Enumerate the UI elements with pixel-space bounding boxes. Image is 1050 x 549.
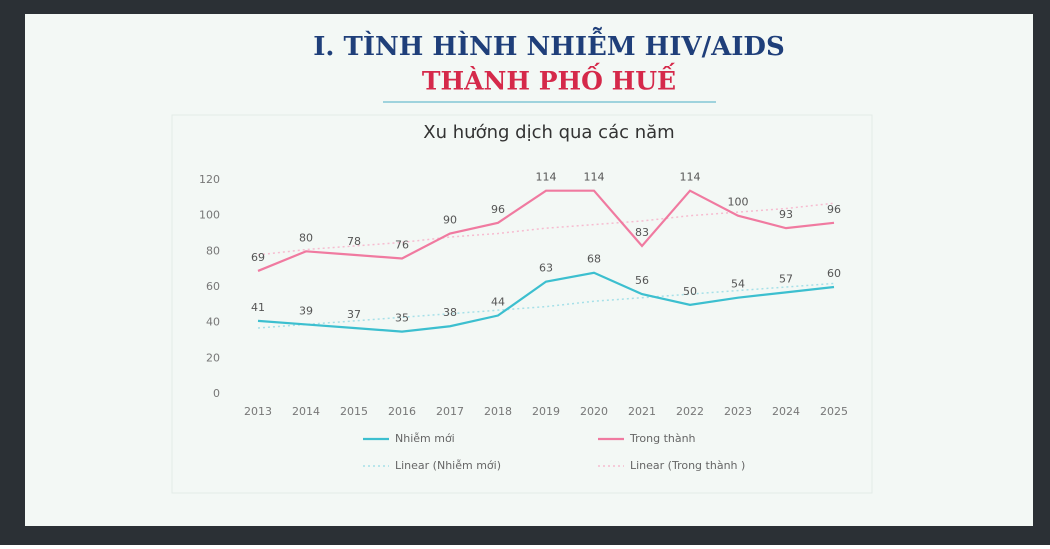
data-label: 44 xyxy=(491,296,505,309)
data-label: 80 xyxy=(299,231,313,244)
data-label: 90 xyxy=(443,214,457,227)
chart-area xyxy=(171,114,873,494)
data-label: 114 xyxy=(680,171,701,184)
data-label: 57 xyxy=(779,272,793,285)
data-label: 37 xyxy=(347,308,361,321)
slide-title: I. TÌNH HÌNH NHIỄM HIV/AIDS xyxy=(313,26,784,62)
x-tick-label: 2014 xyxy=(292,405,320,418)
x-tick-label: 2016 xyxy=(388,405,416,418)
y-tick-label: 20 xyxy=(206,351,220,364)
series-line xyxy=(257,271,835,333)
y-tick-label: 80 xyxy=(206,244,220,257)
data-label: 50 xyxy=(683,285,697,298)
data-label: 69 xyxy=(251,251,265,264)
legend-label: Linear (Trong thành ) xyxy=(630,459,745,472)
y-tick-label: 120 xyxy=(199,173,220,186)
data-label: 60 xyxy=(827,267,841,280)
trend-line xyxy=(257,282,835,329)
x-tick-label: 2018 xyxy=(484,405,512,418)
data-label: 100 xyxy=(728,196,749,209)
x-tick-label: 2022 xyxy=(676,405,704,418)
data-label: 83 xyxy=(635,226,649,239)
data-label: 38 xyxy=(443,306,457,319)
data-label: 114 xyxy=(536,171,557,184)
x-tick-label: 2013 xyxy=(244,405,272,418)
x-tick-label: 2024 xyxy=(772,405,800,418)
x-tick-label: 2021 xyxy=(628,405,656,418)
x-tick-label: 2023 xyxy=(724,405,752,418)
slide xyxy=(25,14,1033,526)
data-label: 78 xyxy=(347,235,361,248)
x-tick-label: 2017 xyxy=(436,405,464,418)
x-tick-label: 2025 xyxy=(820,405,848,418)
data-label: 76 xyxy=(395,238,409,251)
x-tick-label: 2020 xyxy=(580,405,608,418)
series-line xyxy=(257,189,835,272)
data-label: 41 xyxy=(251,301,265,314)
data-label: 56 xyxy=(635,274,649,287)
data-label: 35 xyxy=(395,312,409,325)
x-tick-label: 2015 xyxy=(340,405,368,418)
y-tick-label: 100 xyxy=(199,209,220,222)
data-label: 63 xyxy=(539,262,553,275)
data-label: 114 xyxy=(584,171,605,184)
data-label: 39 xyxy=(299,304,313,317)
data-label: 96 xyxy=(491,203,505,216)
y-tick-label: 0 xyxy=(213,387,220,400)
chart-title: Xu hướng dịch qua các năm xyxy=(423,122,674,143)
y-tick-label: 60 xyxy=(206,280,220,293)
data-label: 68 xyxy=(587,253,601,266)
data-label: 54 xyxy=(731,278,745,291)
legend-label: Nhiễm mới xyxy=(395,432,455,445)
x-tick-label: 2019 xyxy=(532,405,560,418)
slide-subtitle: THÀNH PHỐ HUẾ xyxy=(422,64,676,96)
data-label: 93 xyxy=(779,208,793,221)
y-tick-label: 40 xyxy=(206,316,220,329)
trend-line xyxy=(257,202,835,256)
data-label: 96 xyxy=(827,203,841,216)
legend-label: Trong thành xyxy=(629,432,696,445)
legend-label: Linear (Nhiễm mới) xyxy=(395,459,501,472)
